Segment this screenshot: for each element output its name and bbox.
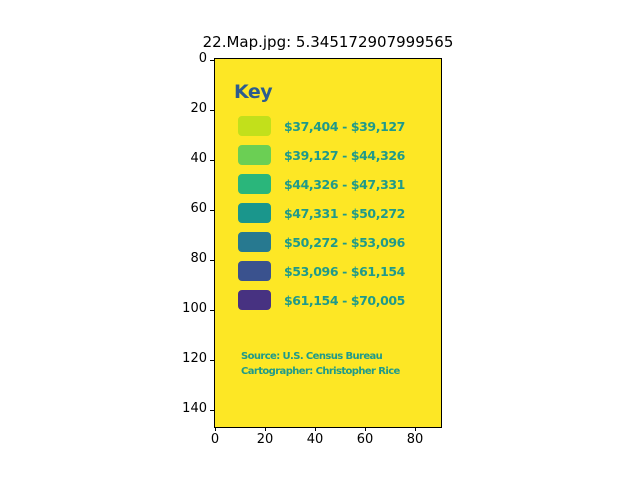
source-credit: Source: U.S. Census Bureau bbox=[241, 351, 383, 362]
legend-swatch-5 bbox=[238, 232, 271, 252]
y-tick-label-80: 80 bbox=[190, 251, 207, 266]
x-tick-80 bbox=[415, 427, 416, 431]
legend-swatch-2 bbox=[238, 145, 271, 165]
y-tick-80 bbox=[210, 260, 214, 261]
legend-label-3: $44,326 - $47,331 bbox=[284, 177, 405, 192]
y-tick-label-120: 120 bbox=[182, 351, 207, 366]
y-tick-0 bbox=[210, 60, 214, 61]
cartographer-credit: Cartographer: Christopher Rice bbox=[241, 366, 400, 377]
legend-label-7: $61,154 - $70,005 bbox=[284, 293, 405, 308]
legend-swatch-3 bbox=[238, 174, 271, 194]
y-tick-20 bbox=[210, 110, 214, 111]
image-axes: Key $37,404 - $39,127 $39,127 - $44,326 … bbox=[214, 58, 442, 428]
legend-label-2: $39,127 - $44,326 bbox=[284, 148, 405, 163]
x-tick-0 bbox=[215, 427, 216, 431]
y-tick-140 bbox=[210, 410, 214, 411]
x-tick-20 bbox=[265, 427, 266, 431]
y-tick-label-40: 40 bbox=[190, 151, 207, 166]
legend-swatch-6 bbox=[238, 261, 271, 281]
x-tick-label-0: 0 bbox=[210, 432, 220, 447]
legend-label-6: $53,096 - $61,154 bbox=[284, 264, 405, 279]
legend-swatch-4 bbox=[238, 203, 271, 223]
legend-label-5: $50,272 - $53,096 bbox=[284, 235, 405, 250]
y-tick-label-0: 0 bbox=[198, 51, 207, 66]
x-tick-label-40: 40 bbox=[306, 432, 324, 447]
y-tick-label-20: 20 bbox=[190, 101, 207, 116]
legend-label-4: $47,331 - $50,272 bbox=[284, 206, 405, 221]
legend-swatch-1 bbox=[238, 116, 271, 136]
legend-swatch-7 bbox=[238, 290, 271, 310]
figure-title: 22.Map.jpg: 5.345172907999565 bbox=[202, 33, 454, 51]
y-tick-60 bbox=[210, 210, 214, 211]
y-tick-label-100: 100 bbox=[182, 301, 207, 316]
y-tick-label-140: 140 bbox=[182, 401, 207, 416]
x-tick-label-60: 60 bbox=[356, 432, 374, 447]
y-tick-label-60: 60 bbox=[190, 201, 207, 216]
legend-title: Key bbox=[234, 81, 273, 103]
x-tick-label-20: 20 bbox=[256, 432, 274, 447]
y-tick-100 bbox=[210, 310, 214, 311]
x-tick-60 bbox=[365, 427, 366, 431]
x-tick-40 bbox=[315, 427, 316, 431]
x-tick-label-80: 80 bbox=[406, 432, 424, 447]
y-tick-40 bbox=[210, 160, 214, 161]
legend-label-1: $37,404 - $39,127 bbox=[284, 119, 405, 134]
y-tick-120 bbox=[210, 360, 214, 361]
